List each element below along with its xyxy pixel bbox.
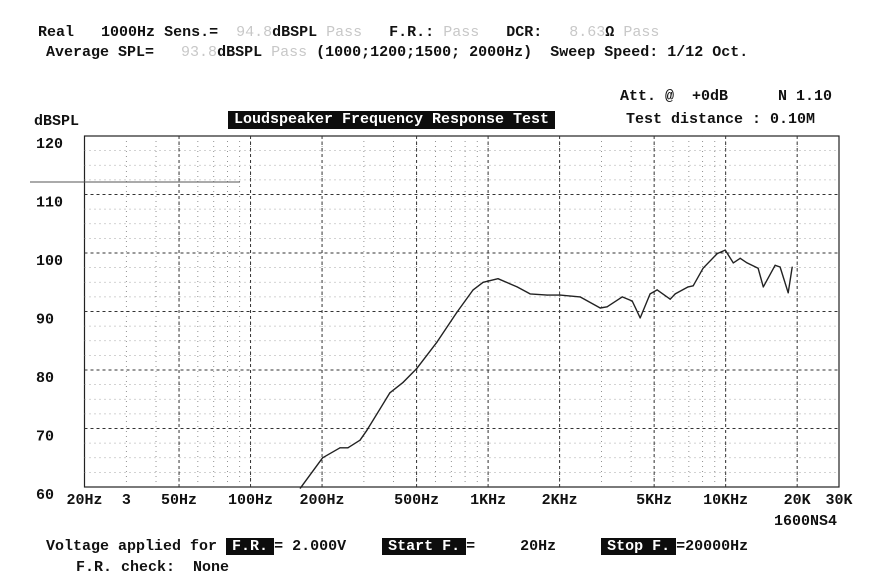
x-tick-label: 50Hz — [161, 492, 197, 509]
y-tick-label: 70 — [36, 429, 54, 446]
avg-label: Average SPL= — [46, 44, 155, 61]
data-point — [732, 262, 734, 264]
sens-unit: dBSPL — [272, 24, 318, 41]
voltage-label: Voltage applied for — [46, 538, 218, 555]
start-freq-tag: Start F. — [382, 538, 467, 555]
data-point — [606, 306, 608, 308]
ref-frequency: 1000Hz — [101, 24, 156, 41]
data-point — [546, 294, 548, 296]
data-point — [359, 439, 361, 441]
data-point — [746, 262, 748, 264]
data-point — [724, 249, 726, 251]
data-point — [779, 266, 781, 268]
header-line-2: Average SPL= 93.8dBSPL Pass (1000;1200;1… — [46, 44, 748, 62]
data-point — [599, 307, 601, 309]
header-line-1: Real 1000Hz Sens.= 94.8dBSPL Pass F.R.: … — [38, 24, 659, 42]
dcr-label: DCR: — [506, 24, 543, 41]
data-point — [674, 293, 676, 295]
footer-line: Voltage applied for F.R. = 2.000V Start F… — [46, 538, 748, 556]
x-tick-label: 10KHz — [703, 492, 748, 509]
data-point — [621, 296, 623, 298]
x-tick-label: 100Hz — [228, 492, 273, 509]
data-point — [762, 286, 764, 288]
data-point — [631, 300, 633, 302]
attenuation: Att. @ +0dB — [620, 88, 729, 105]
data-point — [579, 296, 581, 298]
model-code: N 1.10 — [778, 88, 833, 105]
y-tick-label: 90 — [36, 312, 54, 329]
avg-unit: dBSPL — [217, 44, 263, 61]
data-point — [787, 292, 789, 294]
data-point — [791, 266, 793, 268]
mode-label: Real — [38, 24, 75, 41]
data-point — [757, 267, 759, 269]
x-tick-label: 20K — [784, 492, 811, 509]
dcr-value: 8.63 — [569, 24, 606, 41]
dcr-unit: Ω — [605, 24, 615, 41]
x-tick-label: 500Hz — [394, 492, 439, 509]
serial-number: 1600NS4 — [774, 513, 838, 530]
data-point — [339, 447, 341, 449]
fr-label: F.R.: — [389, 24, 435, 41]
x-tick-label: 30K — [825, 492, 852, 509]
start-freq-value: = 20Hz — [466, 538, 557, 555]
data-point — [416, 367, 418, 369]
y-tick-label: 110 — [36, 195, 63, 212]
data-point — [716, 252, 718, 255]
data-point — [299, 487, 301, 489]
data-point — [321, 457, 324, 459]
spl-curve — [299, 249, 793, 489]
test-distance: Test distance : 0.10M — [626, 111, 816, 128]
data-point — [456, 311, 458, 313]
y-tick-label: 100 — [36, 253, 63, 270]
sweep-speed: Sweep Speed: 1/12 Oct. — [550, 44, 749, 61]
data-point — [402, 381, 404, 383]
data-point — [692, 285, 694, 287]
data-point — [687, 286, 689, 288]
sens-value: 94.8 — [236, 24, 273, 41]
data-point — [702, 267, 704, 269]
data-point — [516, 286, 518, 288]
data-point — [559, 294, 561, 296]
data-point — [649, 293, 651, 295]
data-point — [472, 289, 474, 291]
sens-label: Sens.= — [164, 24, 219, 41]
x-tick-label: 1KHz — [470, 492, 506, 509]
y-tick-label: 120 — [36, 136, 63, 153]
data-point — [389, 392, 391, 394]
fr-tag: F.R. — [226, 538, 275, 555]
data-point — [436, 341, 438, 343]
avg-value: 93.8 — [181, 44, 218, 61]
fr-check: F.R. check: None — [76, 559, 230, 576]
data-point — [774, 264, 776, 266]
x-tick-label: 200Hz — [300, 492, 345, 509]
avg-status: Pass — [271, 44, 308, 61]
data-point — [739, 257, 741, 259]
x-tick-label: 3 — [122, 492, 131, 509]
data-point — [656, 289, 658, 291]
sens-status: Pass — [326, 24, 363, 41]
stop-freq-value: =20000Hz — [676, 538, 749, 555]
dcr-status: Pass — [623, 24, 660, 41]
voltage-value: = 2.000V — [274, 538, 347, 555]
fr-status: Pass — [443, 24, 480, 41]
x-tick-label: 5KHz — [636, 492, 672, 509]
data-point — [366, 429, 368, 431]
data-point — [529, 293, 531, 295]
avg-freqs: (1000;1200;1500; 2000Hz) — [316, 44, 533, 61]
y-axis-label: dBSPL — [34, 113, 80, 130]
data-point — [639, 317, 641, 319]
chart-title: Loudspeaker Frequency Response Test — [228, 111, 556, 129]
stop-freq-tag: Stop F. — [601, 538, 677, 555]
data-point — [497, 278, 499, 280]
y-tick-label: 80 — [36, 370, 54, 387]
data-point — [669, 298, 671, 300]
y-tick-label: 60 — [36, 487, 54, 504]
x-tick-label: 20Hz — [66, 492, 102, 509]
x-tick-label: 2KHz — [542, 492, 578, 509]
data-point — [347, 447, 349, 449]
data-point — [482, 281, 484, 283]
